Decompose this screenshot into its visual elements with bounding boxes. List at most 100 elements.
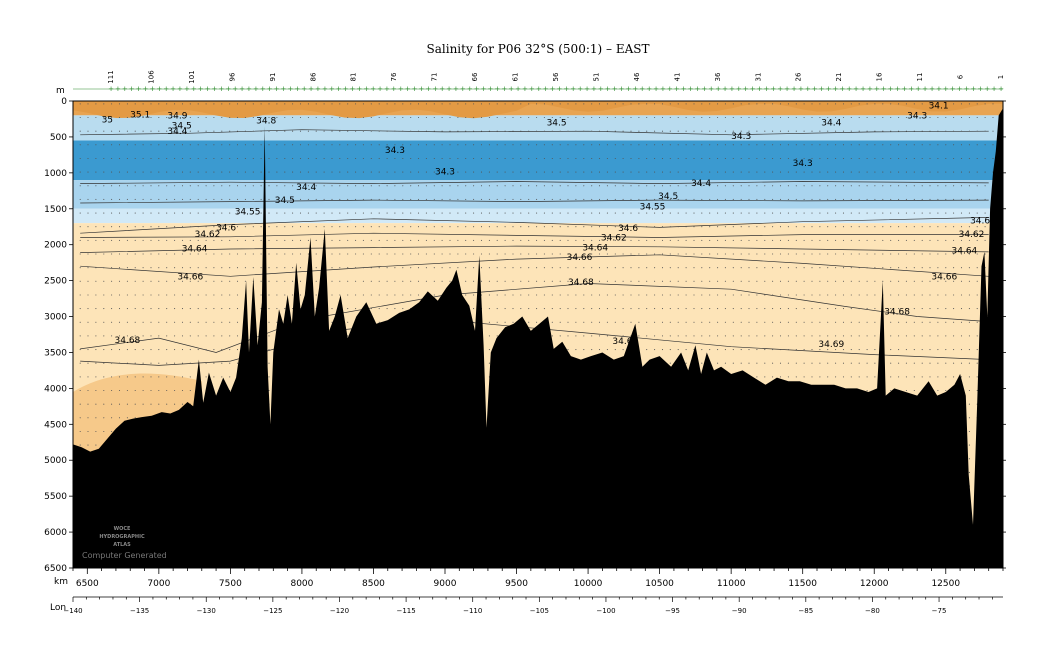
sample-dot [299,198,302,200]
sample-dot [496,321,498,323]
sample-dot [488,157,490,160]
sample-dot [591,267,593,269]
station-label: 96 [228,72,236,81]
sample-dot [126,198,128,200]
sample-dot [732,335,734,337]
sample-dot [103,198,105,200]
sample-dot [213,267,215,269]
sample-dot [724,144,726,146]
sample-dot [772,362,774,364]
sample-dot [111,157,113,160]
sample-dot [654,103,656,105]
sample-dot [244,226,246,228]
sample-dot [126,362,128,364]
sample-dot [174,308,176,310]
sample-dot [929,103,931,105]
sample-dot [614,157,616,160]
sample-dot [95,212,97,214]
sample-dot [276,294,278,296]
sample-dot [622,294,624,296]
sample-dot [677,185,679,187]
sample-dot [905,239,907,241]
sample-dot [811,362,813,364]
sample-dot [772,349,774,351]
sample-dot [913,321,915,323]
sample-dot [583,116,585,119]
sample-dot [181,403,184,405]
sample-dot [591,116,593,119]
sample-dot [606,185,608,187]
sample-dot [551,171,553,173]
sample-dot [181,376,184,378]
sample-dot [103,335,105,337]
sample-dot [260,103,262,105]
sample-dot [315,212,317,214]
sample-dot [976,253,978,255]
sample-dot [779,294,782,296]
sample-dot [693,308,695,310]
sample-dot [370,253,372,255]
sample-dot [567,321,569,323]
station-label: 26 [795,72,803,81]
contour-label: 34.4 [296,183,316,193]
sample-dot [528,157,530,160]
distance-tick-label: 9000 [434,579,457,589]
station-label: 1 [997,75,1005,79]
sample-dot [882,144,884,146]
sample-dot [929,116,931,119]
sample-dot [134,226,136,228]
sample-dot [150,171,152,173]
sample-dot [583,294,585,296]
sample-dot [984,171,986,173]
sample-dot [244,212,246,214]
sample-dot [882,103,884,105]
sample-dot [488,171,490,173]
sample-dot [945,157,947,160]
sample-dot [591,171,593,173]
sample-dot [858,130,860,132]
sample-dot [181,171,184,173]
sample-dot [614,321,616,323]
sample-dot [433,294,435,296]
sample-dot [166,349,168,351]
sample-dot [874,103,876,105]
sample-dot [284,116,286,119]
sample-dot [921,349,923,351]
sample-dot [292,253,294,255]
sample-dot [567,185,569,187]
sample-dot [905,198,907,200]
sample-dot [811,239,813,241]
sample-dot [520,308,522,310]
sample-dot [111,253,113,255]
station-mark: + [798,85,804,93]
sample-dot [960,103,963,105]
sample-dot [890,171,892,173]
station-mark: + [874,85,880,93]
sample-dot [221,226,223,228]
sample-dot [205,171,207,173]
sample-dot [87,198,89,200]
sample-dot [756,280,758,282]
station-label: 81 [350,73,358,82]
sample-dot [166,308,168,310]
sample-dot [134,103,136,105]
sample-dot [197,212,199,214]
sample-dot [575,130,577,132]
sample-dot [268,198,270,200]
sample-dot [787,130,789,132]
station-mark: + [315,85,321,93]
watermark-line-2: HYDROGRAPHIC [99,534,145,540]
sample-dot [898,212,900,214]
sample-dot [284,198,286,200]
sample-dot [685,116,687,119]
sample-dot [543,103,545,105]
station-mark: + [287,85,293,93]
sample-dot [229,212,231,214]
sample-dot [559,335,561,337]
sample-dot [229,116,231,119]
sample-dot [449,157,451,160]
sample-dot [614,349,616,351]
sample-dot [693,185,695,187]
sample-dot [842,267,845,269]
sample-dot [79,144,81,146]
